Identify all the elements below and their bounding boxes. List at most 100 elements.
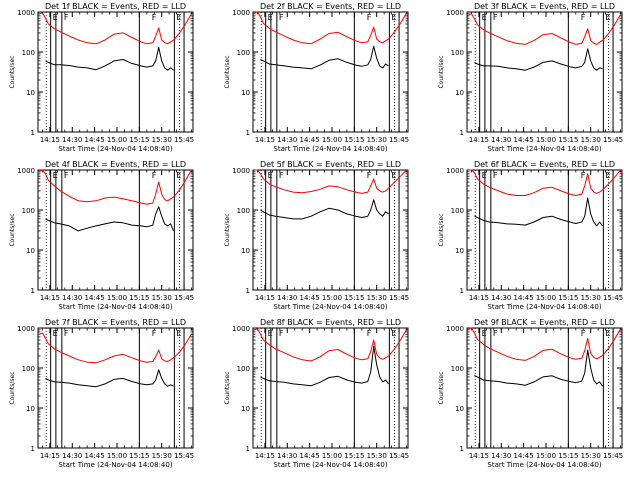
- x-tick-label: 15:15: [558, 452, 578, 460]
- x-axis-label: Start Time (24-Nov-04 14:08:40): [487, 145, 601, 153]
- y-tick-label: 10: [455, 89, 464, 97]
- flag-marker-label: F: [367, 171, 372, 180]
- flag-marker-label: E: [482, 329, 487, 338]
- detector-panel-5: Det 5f BLACK = Events, RED = LLD 1 10 100 10…: [224, 160, 409, 311]
- x-tick-label: 14:45: [514, 294, 534, 302]
- flag-marker-label: F: [279, 171, 284, 180]
- y-tick-label: 10: [241, 247, 250, 255]
- detector-panel-9: Det 9f BLACK = Events, RED = LLD 1 10 100 10…: [438, 318, 623, 469]
- x-tick-label: 15:15: [129, 136, 149, 144]
- x-tick-label: 14:15: [469, 452, 489, 460]
- x-tick-label: 14:30: [62, 452, 82, 460]
- panel-title: Det 8f BLACK = Events, RED = LLD: [260, 318, 401, 327]
- plot-frame: [252, 169, 409, 291]
- x-tick-label: 15:45: [389, 136, 409, 144]
- events-series-line: [474, 197, 603, 227]
- y-tick-label: 1: [246, 287, 250, 295]
- y-tick-label: 100: [237, 49, 250, 57]
- lld-series-line: [254, 11, 407, 45]
- x-tick-label: 15:00: [536, 452, 556, 460]
- y-tick-label: 100: [22, 207, 35, 215]
- panel-title: Det 3f BLACK = Events, RED = LLD: [474, 2, 615, 11]
- events-series-line: [260, 45, 389, 70]
- y-axis-label: Counts/sec: [224, 371, 231, 404]
- flag-marker-label: E: [605, 329, 610, 338]
- y-tick-label: 10: [455, 405, 464, 413]
- y-tick-label: 10: [26, 247, 35, 255]
- flag-marker-label: F: [581, 171, 586, 180]
- y-tick-label: 10: [455, 247, 464, 255]
- events-series-line: [260, 345, 389, 387]
- x-tick-label: 15:30: [581, 136, 601, 144]
- flag-marker-label: F: [367, 329, 372, 338]
- y-tick-label: 1: [246, 445, 250, 453]
- detector-panel-2: Det 2f BLACK = Events, RED = LLD 1 10 100 10…: [224, 2, 409, 153]
- flag-marker-label: E: [53, 13, 58, 22]
- x-tick-label: 15:45: [603, 294, 623, 302]
- x-tick-label: 14:30: [277, 294, 297, 302]
- y-tick-label: 100: [451, 49, 464, 57]
- y-axis-label: Counts/sec: [9, 213, 16, 246]
- x-tick-label: 15:30: [367, 294, 387, 302]
- flag-marker-label: E: [176, 13, 181, 22]
- x-tick-label: 15:15: [344, 136, 364, 144]
- y-tick-label: 1000: [17, 167, 35, 175]
- x-tick-label: 14:45: [300, 294, 320, 302]
- x-tick-label: 15:00: [322, 136, 342, 144]
- y-tick-label: 10: [241, 405, 250, 413]
- y-tick-label: 1: [460, 445, 464, 453]
- flag-marker-label: E: [268, 329, 273, 338]
- x-tick-label: 14:15: [255, 452, 275, 460]
- x-tick-label: 14:45: [85, 294, 105, 302]
- x-axis-label: Start Time (24-Nov-04 14:08:40): [487, 461, 601, 469]
- y-axis-label: Counts/sec: [9, 55, 16, 88]
- x-tick-label: 15:30: [367, 136, 387, 144]
- lld-series-line: [39, 169, 192, 205]
- flag-marker-label: F: [152, 171, 157, 180]
- y-tick-label: 1000: [232, 9, 250, 17]
- panel-title: Det 5f BLACK = Events, RED = LLD: [260, 160, 401, 169]
- x-tick-label: 14:45: [85, 452, 105, 460]
- flag-marker-label: E: [268, 171, 273, 180]
- x-tick-label: 15:00: [107, 452, 127, 460]
- panel-title: Det 2f BLACK = Events, RED = LLD: [260, 2, 401, 11]
- y-tick-label: 1: [460, 129, 464, 137]
- flag-marker-label: F: [152, 329, 157, 338]
- plot-frame: [37, 11, 194, 133]
- x-tick-label: 15:45: [389, 452, 409, 460]
- x-tick-label: 14:30: [62, 136, 82, 144]
- x-axis-label: Start Time (24-Nov-04 14:08:40): [273, 145, 387, 153]
- x-tick-label: 15:45: [174, 136, 194, 144]
- flag-marker-label: E: [268, 13, 273, 22]
- plot-frame: [252, 327, 409, 449]
- y-axis-label: Counts/sec: [438, 371, 445, 404]
- y-tick-label: 100: [22, 365, 35, 373]
- y-tick-label: 1000: [17, 9, 35, 17]
- x-tick-label: 15:00: [322, 294, 342, 302]
- flag-marker-label: E: [176, 171, 181, 180]
- flag-marker-label: F: [64, 13, 69, 22]
- flag-marker-label: E: [53, 329, 58, 338]
- x-tick-label: 15:30: [581, 294, 601, 302]
- lld-series-line: [254, 169, 407, 194]
- x-tick-label: 15:15: [344, 452, 364, 460]
- detector-panel-8: Det 8f BLACK = Events, RED = LLD 1 10 100 10…: [224, 318, 409, 469]
- x-tick-label: 14:30: [491, 136, 511, 144]
- x-tick-label: 14:15: [40, 294, 60, 302]
- y-tick-label: 1000: [232, 325, 250, 333]
- x-axis-label: Start Time (24-Nov-04 14:08:40): [58, 145, 172, 153]
- flag-marker-label: F: [493, 329, 498, 338]
- x-tick-label: 15:45: [174, 294, 194, 302]
- flag-marker-label: E: [176, 329, 181, 338]
- x-tick-label: 15:45: [389, 294, 409, 302]
- plot-frame: [466, 327, 623, 449]
- plot-frame: [466, 169, 623, 291]
- detector-panel-1: Det 1f BLACK = Events, RED = LLD 1 10 100 10…: [9, 2, 194, 153]
- y-tick-label: 100: [237, 365, 250, 373]
- x-axis-label: Start Time (24-Nov-04 14:08:40): [58, 461, 172, 469]
- x-tick-label: 14:45: [300, 136, 320, 144]
- x-axis-label: Start Time (24-Nov-04 14:08:40): [58, 303, 172, 311]
- panel-title: Det 6f BLACK = Events, RED = LLD: [474, 160, 615, 169]
- y-tick-label: 100: [22, 49, 35, 57]
